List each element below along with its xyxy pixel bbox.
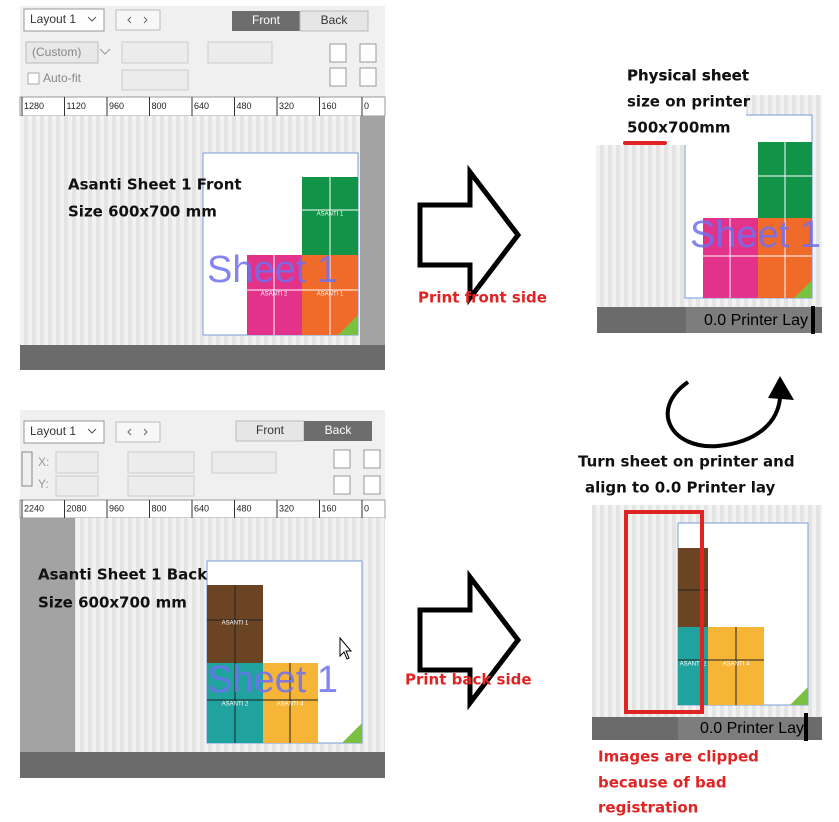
back-tab-label: Back (325, 423, 353, 437)
front-panel: Layout 1 Front Back (Custom) Auto-fit 12… (19, 6, 386, 370)
tile-label: ASANTI 2 (222, 702, 249, 708)
y-label: Y: (38, 477, 49, 491)
turn-arrow (665, 380, 782, 449)
arrow (417, 569, 522, 711)
ruler-label: 800 (152, 503, 167, 513)
front-tab-label: Front (256, 423, 285, 437)
sheet-watermark: Sheet 1 (207, 249, 338, 291)
front-tab[interactable] (232, 11, 300, 31)
ruler-label: 480 (237, 101, 252, 111)
back-tab[interactable] (304, 421, 372, 441)
tile-label: ASANTI 1 (317, 212, 344, 218)
note-line: 500x700mm (627, 119, 731, 137)
layout-dropdown[interactable] (23, 8, 105, 32)
ruler-label: 480 (237, 503, 252, 513)
ruler-label: 2240 (24, 503, 44, 513)
sheet-title: Asanti Sheet 1 Back (38, 566, 208, 584)
printer-front: Physical sheet size on printer Physical … (596, 67, 822, 334)
tile-label: ASANTI 1 (317, 292, 344, 298)
warning-line: Images are clipped (598, 748, 759, 766)
back-tab-label: Back (321, 13, 349, 27)
tile-label: ASANTI 4 (723, 662, 750, 668)
printer-lay: 0.0 Printer Lay (700, 720, 804, 737)
sheet-watermark: Sheet 1 (690, 214, 821, 256)
back-tab[interactable] (299, 10, 369, 32)
tile-label: ASANTI 2 (680, 662, 707, 668)
autofit-label: Auto-fit (43, 71, 82, 85)
ruler-label: 320 (279, 503, 294, 513)
warning-line: registration (598, 799, 698, 817)
step-label: Print front side (418, 289, 547, 307)
back-panel: Layout 1 Front Back X: Y: 2240 2080 960 800… (19, 410, 386, 778)
x-label: X: (38, 455, 49, 469)
sheet-watermark: Sheet 1 (207, 659, 338, 701)
sheet-title: Asanti Sheet 1 Front (68, 176, 242, 194)
sheet-size: Size 600x700 mm (38, 594, 187, 612)
printer-back: ASANTI 2 ASANTI 4 0.0 Printer Lay (592, 505, 822, 741)
ruler-label: 960 (109, 503, 124, 513)
ruler-label: 160 (322, 503, 337, 513)
preset-value: (Custom) (32, 45, 81, 59)
ruler-label: 640 (194, 503, 209, 513)
arrow (417, 164, 522, 306)
ruler-label: 1280 (24, 101, 44, 111)
ruler-label: 2080 (67, 503, 87, 513)
ruler-label: 800 (152, 101, 167, 111)
printer-lay: 0.0 Printer Lay (704, 312, 808, 329)
step-label: Print back side (405, 671, 532, 689)
note-line: size on printer (627, 93, 751, 111)
ruler-label: 960 (109, 101, 124, 111)
ruler-label: 0 (364, 101, 369, 111)
front-tab-label: Front (252, 13, 281, 27)
note-line: Physical sheet (627, 67, 749, 85)
layout-label: Layout 1 (30, 424, 76, 438)
turn-line: Turn sheet on printer and (578, 453, 795, 471)
turn-line: align to 0.0 Printer lay (585, 479, 776, 497)
tile-label: ASANTI 1 (222, 621, 249, 627)
layout-dropdown[interactable] (23, 420, 105, 444)
ruler-label: 0 (364, 503, 369, 513)
tile-label: ASANTI 4 (277, 702, 304, 708)
warning-line: because of bad (598, 774, 727, 792)
ruler-label: 160 (322, 101, 337, 111)
ruler-label: 640 (194, 101, 209, 111)
cursor (339, 636, 353, 660)
ruler-label: 320 (279, 101, 294, 111)
tile-label: ASANTI 2 (261, 292, 288, 298)
ruler-label: 1120 (67, 101, 86, 111)
layout-label: Layout 1 (30, 12, 76, 26)
sheet-size: Size 600x700 mm (68, 203, 217, 221)
note-line: Physical sheet (627, 67, 749, 85)
